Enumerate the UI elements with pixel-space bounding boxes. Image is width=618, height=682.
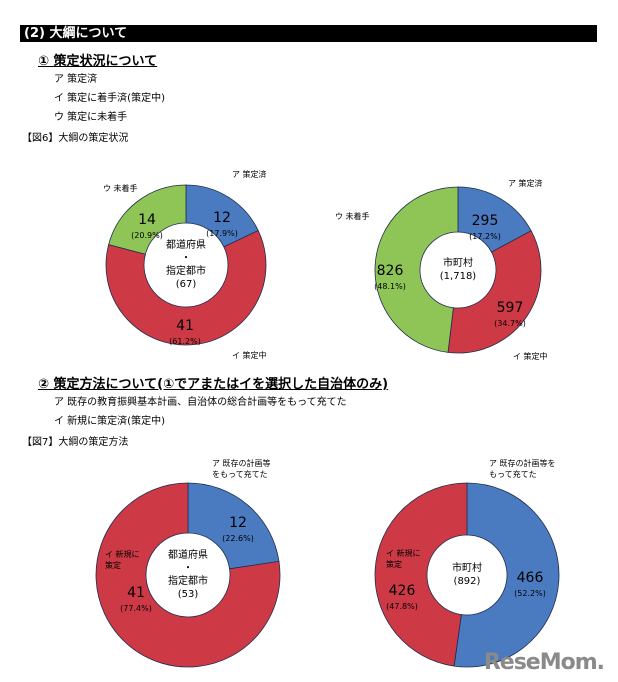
slice-percent: (48.1%) — [374, 282, 406, 291]
slice-value: 12 — [213, 210, 231, 226]
donut-slice — [447, 230, 542, 354]
donut-slice — [187, 482, 280, 570]
slice-value: 466 — [516, 570, 544, 586]
donut-slice — [374, 482, 468, 667]
slice-label: ア 策定済 — [508, 179, 543, 188]
donut-slice — [95, 482, 281, 668]
slice-percent: (77.4%) — [120, 604, 152, 613]
center-label: 都道府県・指定都市 (67) — [151, 239, 221, 291]
legend-item: ア 既存の教育振興基本計画、自治体の総合計画等をもって充てた — [54, 397, 347, 408]
slice-label: イ 策定中 — [232, 351, 267, 360]
slice-value: 14 — [138, 212, 156, 228]
slice-label: ア 既存の計画等 をもって充てた — [212, 459, 271, 479]
center-label-line: (67) — [175, 279, 197, 290]
figure-title-6: 【図6】大綱の策定状況 — [22, 133, 129, 144]
slice-percent: (17.9%) — [206, 229, 238, 238]
slice-value: 41 — [127, 585, 145, 601]
center-label-line: ・ — [181, 253, 191, 264]
slice-percent: (61.2%) — [169, 337, 201, 346]
center-label-line: (1,718) — [439, 271, 477, 282]
slice-percent: (34.7%) — [494, 319, 526, 328]
center-label-line: (892) — [453, 576, 481, 587]
slice-label: ア 既存の計画等を もって充てた — [489, 459, 556, 479]
slice-percent: (47.8%) — [386, 602, 418, 611]
slice-value: 826 — [376, 263, 404, 279]
slice-value: 426 — [388, 583, 416, 599]
slice-percent: (17.2%) — [469, 232, 501, 241]
slice-label: ウ 未着手 — [103, 184, 138, 193]
legend-item: ウ 策定に未着手 — [54, 112, 128, 123]
slice-label: イ 新規に 策定 — [386, 549, 421, 569]
slice-value: 41 — [176, 318, 194, 334]
center-label-line: 都道府県 — [168, 550, 208, 561]
donut-slice — [374, 186, 459, 353]
center-label-line: (53) — [177, 589, 199, 600]
center-label: 市町村 (892) — [432, 562, 502, 588]
center-label-line: 市町村 — [443, 258, 473, 269]
center-label-line: 指定都市 — [166, 266, 206, 277]
slice-percent: (52.2%) — [514, 589, 546, 598]
legend-item: イ 新規に策定済(策定中) — [54, 416, 165, 427]
slice-value: 295 — [471, 213, 499, 229]
slice-percent: (22.6%) — [222, 534, 254, 543]
legend-item: ア 策定済 — [54, 74, 98, 85]
legend-item: イ 策定に着手済(策定中) — [54, 93, 165, 104]
section-title: (2) 大綱について — [20, 25, 597, 42]
subsection-title-1: ① 策定状況について — [38, 54, 158, 69]
resemom-logo: ReseMom. — [483, 650, 605, 675]
slice-label: イ 新規に 策定 — [105, 550, 140, 570]
slice-value: 12 — [229, 515, 247, 531]
center-label: 都道府県・指定都市 (53) — [153, 549, 223, 601]
center-label-line: 市町村 — [452, 563, 482, 574]
center-label-line: 指定都市 — [168, 576, 208, 587]
slice-label: ウ 未着手 — [335, 212, 370, 221]
slice-label: イ 策定中 — [513, 352, 548, 361]
slice-percent: (20.9%) — [131, 231, 163, 240]
donut-slice — [105, 229, 267, 346]
center-label-line: 都道府県 — [166, 240, 206, 251]
center-label-line: ・ — [183, 563, 193, 574]
center-label: 市町村 (1,718) — [423, 257, 493, 283]
donut-slice — [453, 482, 560, 668]
slice-value: 597 — [496, 300, 524, 316]
subsection-title-2: ② 策定方法について(①でアまたはイを選択した自治体のみ) — [38, 377, 389, 392]
figure-title-7: 【図7】大綱の策定方法 — [22, 437, 129, 448]
slice-label: ア 策定済 — [232, 170, 267, 179]
donut-slice — [108, 184, 187, 255]
